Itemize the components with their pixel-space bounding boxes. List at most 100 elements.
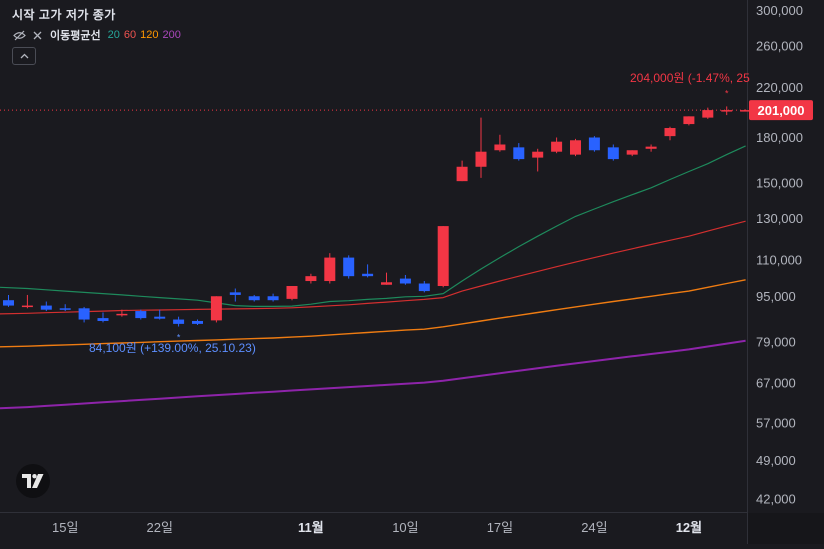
candle-body [343, 257, 355, 277]
candle-body [418, 283, 430, 292]
candle-body [475, 151, 487, 167]
y-tick-label: 79,000 [756, 335, 796, 350]
ohlc-label: 시작 고가 저가 종가 [12, 8, 116, 22]
candle-body [381, 282, 392, 285]
candle [740, 109, 752, 112]
ma-line-200 [0, 339, 746, 410]
candle-body [59, 308, 71, 310]
candle [40, 301, 52, 312]
candle [343, 255, 355, 279]
ma-line-120 [0, 279, 746, 348]
candle-body [645, 146, 657, 149]
candle-body [532, 151, 544, 158]
candle [456, 160, 468, 182]
candle-body [135, 311, 147, 319]
candle [475, 117, 487, 178]
candle [437, 226, 449, 288]
candle-body [97, 318, 109, 321]
candle-body [324, 257, 336, 282]
ma-indicator-name[interactable]: 이동평균선 [50, 30, 101, 42]
candle-body [683, 116, 695, 125]
x-tick-label: 11월 [298, 520, 324, 535]
candle [305, 273, 317, 284]
candle [362, 264, 374, 278]
candle-body [721, 110, 733, 112]
ma-period-20: 20 [107, 29, 120, 41]
candle [551, 137, 563, 154]
x-tick-label: 24일 [581, 520, 607, 535]
candle-body [702, 110, 714, 118]
candle-body [607, 147, 619, 160]
candle-body [229, 292, 241, 295]
y-tick-label: 49,000 [756, 453, 796, 468]
candle [626, 150, 638, 157]
candle-body [21, 305, 33, 308]
candle [248, 294, 260, 302]
candle-body [192, 320, 203, 324]
candle-body [210, 296, 222, 321]
ma-line-20 [0, 145, 746, 307]
candle-body [399, 278, 411, 284]
candle [3, 294, 14, 307]
candle [683, 116, 695, 126]
candle-body [154, 316, 166, 319]
candle [21, 294, 33, 309]
axis-corner [748, 513, 824, 544]
candle-body [626, 150, 638, 155]
ma-period-120: 120 [140, 29, 159, 41]
candle [588, 136, 600, 152]
candle-body [3, 300, 14, 306]
tradingview-logo[interactable] [16, 464, 50, 498]
candle [267, 293, 279, 302]
y-tick-label: 220,000 [756, 80, 803, 95]
y-tick-label: 130,000 [756, 211, 803, 226]
candle [494, 134, 506, 152]
y-tick-label: 110,000 [756, 252, 802, 267]
candle [702, 107, 714, 119]
candle-body [494, 144, 506, 151]
candle-body [305, 276, 317, 282]
candle [532, 148, 544, 172]
candle [192, 319, 203, 326]
x-tick-label: 15일 [52, 520, 78, 535]
max-marker: * [725, 88, 729, 98]
tradingview-logo-icon [22, 474, 44, 488]
y-tick-label: 67,000 [756, 375, 796, 390]
candle [286, 286, 298, 301]
collapse-legend-button[interactable] [12, 47, 36, 65]
chevron-up-icon [20, 50, 29, 62]
y-tick-label: 150,000 [756, 175, 803, 190]
ma-line-60 [0, 220, 746, 315]
x-tick-label: 12월 [676, 520, 702, 535]
y-tick-label: 260,000 [756, 39, 803, 54]
candle [210, 296, 222, 323]
max-price-annotation: 204,000원 (-1.47%, 25 [630, 71, 750, 85]
candle [173, 316, 185, 327]
candle-body [664, 128, 676, 137]
candle [607, 144, 619, 161]
candle [59, 304, 71, 312]
candle [135, 309, 147, 320]
x-tick-label: 17일 [487, 520, 513, 535]
candle-body [248, 296, 260, 301]
candle-body [551, 141, 563, 152]
eye-hidden-icon[interactable] [12, 28, 26, 42]
candle [78, 306, 90, 323]
candle-body [362, 273, 374, 277]
y-tick-label: 95,000 [756, 289, 796, 304]
candle-body [588, 137, 600, 151]
current-price-badge [749, 100, 813, 121]
candle [721, 106, 733, 116]
candle-body [286, 286, 298, 299]
candle [664, 126, 676, 141]
current-price-label: 201,000 [758, 103, 805, 118]
candle-body [570, 140, 581, 155]
ma-period-200: 200 [162, 29, 181, 41]
candle-body [267, 296, 279, 301]
ma-period-60: 60 [123, 29, 137, 41]
candle [116, 309, 128, 317]
candle-body [116, 313, 128, 316]
close-icon[interactable] [30, 28, 44, 42]
